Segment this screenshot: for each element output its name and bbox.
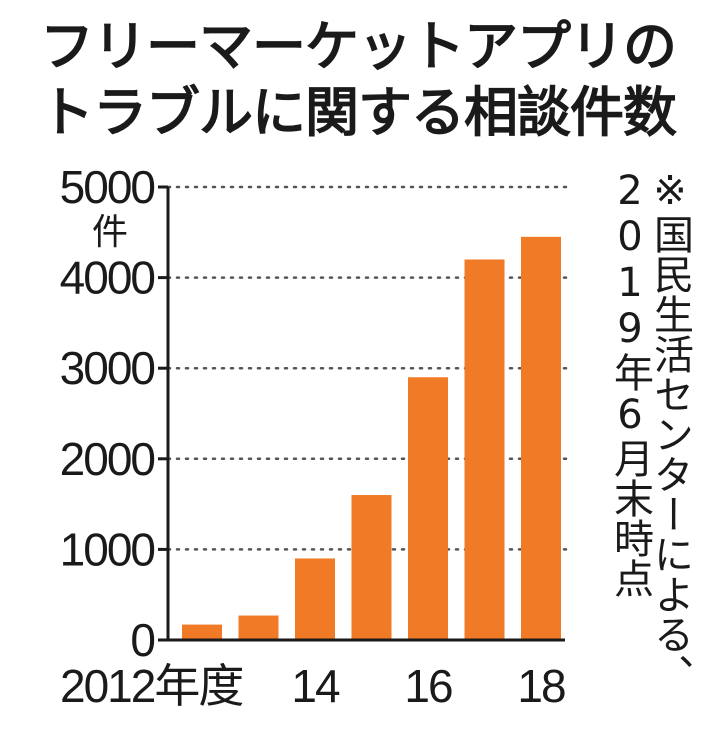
bar <box>295 558 335 640</box>
x-tick-label: 14 <box>291 660 340 712</box>
y-tick-label: 0 <box>130 614 154 666</box>
y-unit-label: 件 <box>92 212 128 253</box>
chart-title: フリーマーケットアプリの トラブルに関する相談件数 <box>40 14 700 146</box>
bar <box>182 624 222 640</box>
title-line-2: トラブルに関する相談件数 <box>40 81 677 144</box>
y-tick-label: 5000 <box>60 161 155 213</box>
bar <box>464 259 505 640</box>
bar <box>351 495 392 640</box>
title-line-1: フリーマーケットアプリの <box>40 15 677 78</box>
x-tick-label: 2012年度 <box>60 660 243 712</box>
y-tick-label: 2000 <box>60 433 155 485</box>
source-note: ※国民生活センターによる、2019年6月末時点 <box>607 168 693 694</box>
y-tick-label: 4000 <box>60 252 155 304</box>
bar <box>408 377 448 640</box>
bar <box>238 615 279 640</box>
y-tick-label: 1000 <box>60 523 155 575</box>
bar <box>521 236 561 640</box>
x-tick-label: 18 <box>517 660 565 712</box>
x-tick-label: 16 <box>404 660 452 712</box>
y-tick-label: 3000 <box>60 342 155 394</box>
